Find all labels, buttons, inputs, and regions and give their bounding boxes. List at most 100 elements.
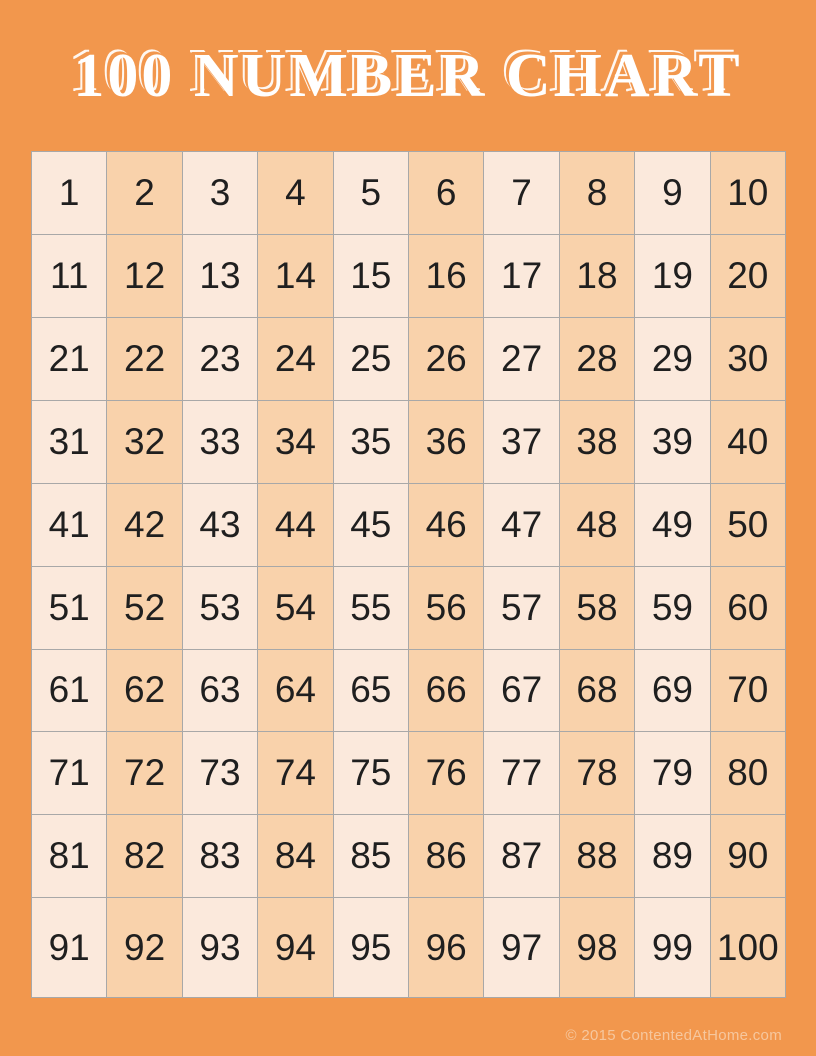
grid-cell: 16 xyxy=(409,234,484,317)
grid-cell: 74 xyxy=(258,732,333,815)
grid-cell: 11 xyxy=(32,234,107,317)
grid-cell: 43 xyxy=(182,483,258,566)
grid-cell: 27 xyxy=(484,317,559,400)
grid-cell: 55 xyxy=(333,566,408,649)
grid-cell: 7 xyxy=(484,152,559,234)
grid-cell: 42 xyxy=(107,483,182,566)
grid-cell: 94 xyxy=(258,898,333,997)
grid-cell: 53 xyxy=(182,566,258,649)
grid-cell: 61 xyxy=(32,649,107,732)
grid-cell: 93 xyxy=(182,898,258,997)
grid-cell: 33 xyxy=(182,400,258,483)
grid-cell: 20 xyxy=(710,234,785,317)
grid-cell: 32 xyxy=(107,400,182,483)
grid-cell: 67 xyxy=(484,649,559,732)
grid-cell: 37 xyxy=(484,400,559,483)
page-title: 100 NUMBER CHART xyxy=(73,42,743,110)
grid-cell: 83 xyxy=(182,815,258,898)
grid-cell: 4 xyxy=(258,152,333,234)
grid-cell: 9 xyxy=(635,152,710,234)
grid-cell: 26 xyxy=(409,317,484,400)
grid-cell: 76 xyxy=(409,732,484,815)
grid-cell: 64 xyxy=(258,649,333,732)
grid-cell: 52 xyxy=(107,566,182,649)
grid-cell: 86 xyxy=(409,815,484,898)
grid-cell: 69 xyxy=(635,649,710,732)
grid-cell: 73 xyxy=(182,732,258,815)
grid-cell: 41 xyxy=(32,483,107,566)
grid-cell: 90 xyxy=(710,815,785,898)
grid-cell: 22 xyxy=(107,317,182,400)
grid-cell: 50 xyxy=(710,483,785,566)
number-grid: 1 2 3 4 5 6 7 8 9 10 11 12 13 14 15 16 17 18 19 20 21 22 23 24 2… xyxy=(31,151,786,998)
grid-cell: 17 xyxy=(484,234,559,317)
grid-cell: 30 xyxy=(710,317,785,400)
grid-cell: 66 xyxy=(409,649,484,732)
grid-cell: 21 xyxy=(32,317,107,400)
grid-cell: 79 xyxy=(635,732,710,815)
grid-cell: 19 xyxy=(635,234,710,317)
grid-cell: 5 xyxy=(333,152,408,234)
grid-cell: 23 xyxy=(182,317,258,400)
grid-cell: 6 xyxy=(409,152,484,234)
grid-cell: 51 xyxy=(32,566,107,649)
grid-cell: 49 xyxy=(635,483,710,566)
grid-cell: 54 xyxy=(258,566,333,649)
grid-cell: 10 xyxy=(710,152,785,234)
grid-cell: 8 xyxy=(559,152,635,234)
grid-cell: 95 xyxy=(333,898,408,997)
grid-cell: 92 xyxy=(107,898,182,997)
grid-cell: 75 xyxy=(333,732,408,815)
grid-cell: 13 xyxy=(182,234,258,317)
grid-cell: 87 xyxy=(484,815,559,898)
grid-cell: 59 xyxy=(635,566,710,649)
grid-cell: 45 xyxy=(333,483,408,566)
grid-cell: 56 xyxy=(409,566,484,649)
grid-cell: 65 xyxy=(333,649,408,732)
grid-cell: 18 xyxy=(559,234,635,317)
grid-cell: 40 xyxy=(710,400,785,483)
grid-cell: 29 xyxy=(635,317,710,400)
grid-cell: 58 xyxy=(559,566,635,649)
grid-cell: 28 xyxy=(559,317,635,400)
grid-cell: 60 xyxy=(710,566,785,649)
grid-cell: 100 xyxy=(710,898,785,997)
grid-cell: 91 xyxy=(32,898,107,997)
grid-cell: 80 xyxy=(710,732,785,815)
copyright-text: © 2015 ContentedAtHome.com xyxy=(565,1027,782,1044)
grid-cell: 71 xyxy=(32,732,107,815)
grid-cell: 25 xyxy=(333,317,408,400)
grid-cell: 47 xyxy=(484,483,559,566)
grid-cell: 15 xyxy=(333,234,408,317)
grid-cell: 1 xyxy=(32,152,107,234)
grid-cell: 97 xyxy=(484,898,559,997)
grid-cell: 2 xyxy=(107,152,182,234)
grid-cell: 57 xyxy=(484,566,559,649)
grid-cell: 88 xyxy=(559,815,635,898)
grid-cell: 48 xyxy=(559,483,635,566)
grid-cell: 89 xyxy=(635,815,710,898)
grid-cell: 24 xyxy=(258,317,333,400)
grid-cell: 84 xyxy=(258,815,333,898)
grid-cell: 78 xyxy=(559,732,635,815)
grid-cell: 34 xyxy=(258,400,333,483)
grid-cell: 36 xyxy=(409,400,484,483)
grid-cell: 70 xyxy=(710,649,785,732)
grid-cell: 31 xyxy=(32,400,107,483)
grid-cell: 96 xyxy=(409,898,484,997)
grid-cell: 62 xyxy=(107,649,182,732)
grid-cell: 44 xyxy=(258,483,333,566)
grid-cell: 72 xyxy=(107,732,182,815)
grid-cell: 38 xyxy=(559,400,635,483)
grid-cell: 98 xyxy=(559,898,635,997)
grid-cell: 81 xyxy=(32,815,107,898)
grid-cell: 12 xyxy=(107,234,182,317)
grid-cell: 3 xyxy=(182,152,258,234)
grid-cell: 35 xyxy=(333,400,408,483)
grid-cell: 99 xyxy=(635,898,710,997)
grid-cell: 39 xyxy=(635,400,710,483)
grid-cell: 82 xyxy=(107,815,182,898)
grid-cell: 85 xyxy=(333,815,408,898)
grid-cell: 77 xyxy=(484,732,559,815)
grid-cell: 14 xyxy=(258,234,333,317)
